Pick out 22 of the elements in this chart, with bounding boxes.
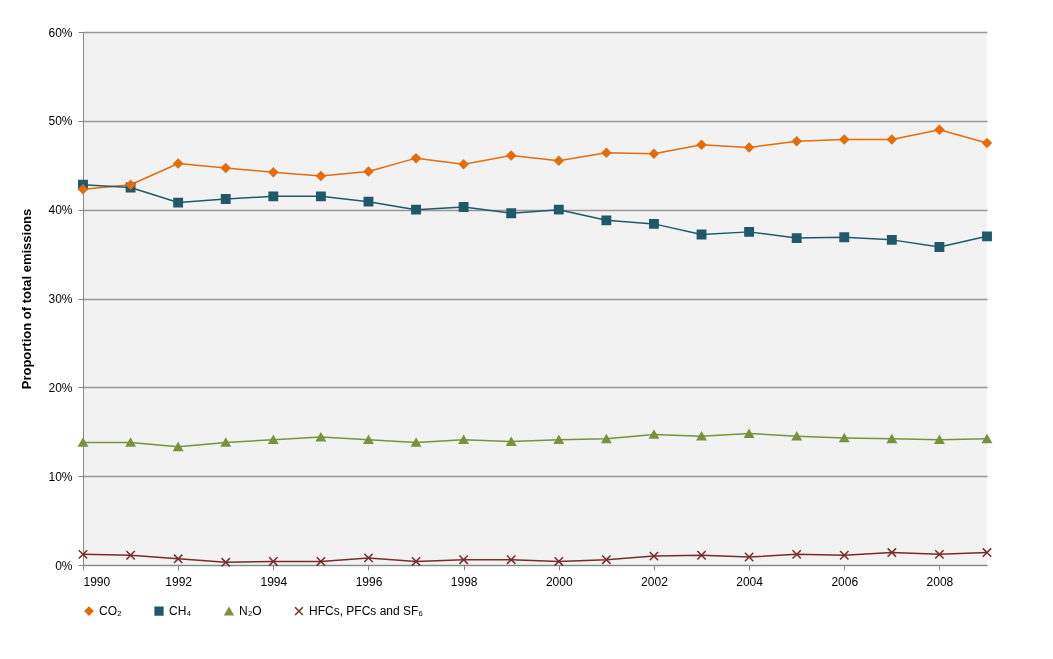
legend-label: HFCs, PFCs and SF₆ (309, 604, 424, 619)
x-tick-label: 1992 (165, 574, 193, 589)
legend-label: CO₂ (99, 604, 122, 619)
x-tick-label: 2002 (641, 574, 669, 589)
y-tick-label: 40% (48, 203, 73, 218)
legend-label: CH₄ (169, 604, 192, 619)
x-tick-label: 1996 (355, 574, 383, 589)
y-tick-label: 20% (48, 380, 73, 395)
x-tick-label: 2004 (736, 574, 764, 589)
x-tick-label: 1994 (260, 574, 288, 589)
x-tick-label: 2000 (545, 574, 573, 589)
y-tick-label: 50% (48, 114, 73, 129)
y-tick-label: 10% (48, 469, 73, 484)
y-axis-title: Proportion of total emissions (19, 208, 35, 390)
x-tick-label: 2008 (926, 574, 954, 589)
x-tick-label: 2006 (831, 574, 859, 589)
y-tick-label: 30% (48, 292, 73, 306)
legend-label: N₂O (239, 604, 262, 619)
x-tick-label: 1998 (450, 574, 478, 589)
y-tick-label: 60% (48, 25, 73, 40)
x-tick-label: 1990 (83, 574, 111, 589)
y-tick-label: 0% (55, 558, 73, 573)
